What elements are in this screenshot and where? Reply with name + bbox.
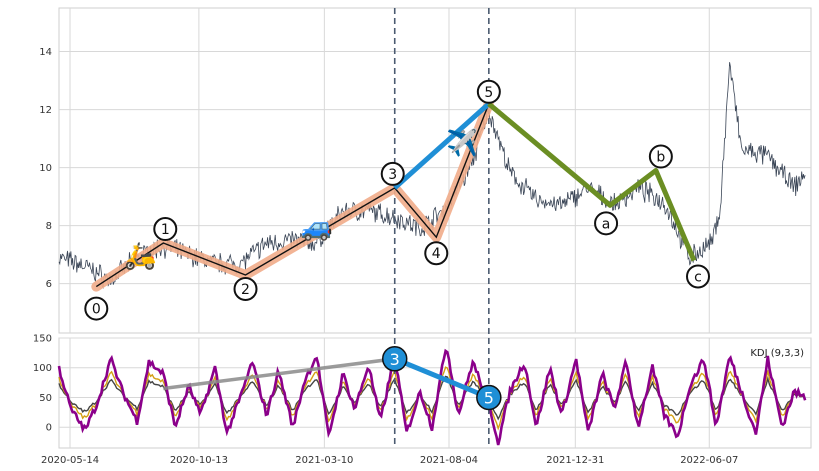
x-tick-label: 2021-12-31 <box>546 455 604 466</box>
kdj-series <box>57 348 807 446</box>
corrective-label-circle <box>594 211 619 236</box>
wave-label: 5 <box>484 85 493 101</box>
kdj-marker-circle <box>381 346 408 372</box>
kdj-divergence-line <box>163 357 395 391</box>
corrective-label: c <box>694 269 702 285</box>
wave-label: 1 <box>161 222 170 238</box>
wave-extension-line <box>393 101 491 190</box>
wave-overlays: 0 1 2 3 4 5 a b c 🛵 🚙 ✈️ 3 5 <box>84 8 711 448</box>
kdj-marker-label: 5 <box>484 388 494 407</box>
corrective-label: a <box>602 216 611 232</box>
grid-layer <box>59 8 811 448</box>
wave-label-circle <box>380 161 405 186</box>
x-tick-label: 2021-08-04 <box>420 455 478 466</box>
scooter-icon: 🛵 <box>124 242 156 272</box>
x-tick-label: 2020-05-14 <box>41 455 99 466</box>
price-y-tick-label: 6 <box>46 279 52 290</box>
x-tick-label: 2022-06-07 <box>680 455 738 466</box>
wave-label: 0 <box>92 302 101 318</box>
kdj-y-tick-label: 100 <box>33 363 52 374</box>
wave-label-circle <box>424 241 449 266</box>
car-icon: 🚙 <box>301 213 333 243</box>
kdj-panel-frame <box>58 337 812 449</box>
wave-label-circle <box>476 79 501 104</box>
price-y-tick-label: 14 <box>39 47 52 58</box>
corrective-label: b <box>656 150 665 166</box>
axis-labels: 2020-05-14 2020-10-13 2021-03-10 2021-08-04… <box>33 47 738 466</box>
corrective-label-circle <box>648 144 673 169</box>
kdj-y-tick-label: 50 <box>39 393 52 404</box>
corrective-wave-line <box>487 101 697 262</box>
kdj-j-line <box>57 348 807 446</box>
wave-label: 4 <box>432 246 441 262</box>
price-y-tick-label: 10 <box>39 163 52 174</box>
price-y-tick-label: 12 <box>39 105 52 116</box>
corrective-label-circle <box>686 264 711 289</box>
impulse-wave-line <box>95 103 490 288</box>
wave-label-circle <box>233 276 258 301</box>
kdj-y-tick-label: 150 <box>33 334 52 345</box>
kdj-label: KDJ (9,3,3) <box>750 348 804 359</box>
kdj-marker-label: 3 <box>390 350 400 369</box>
kdj-marker-circle <box>476 384 502 411</box>
wave-label: 2 <box>241 282 250 298</box>
price-panel-frame <box>58 7 812 334</box>
x-tick-label: 2020-10-13 <box>170 455 228 466</box>
plane-icon: ✈️ <box>446 126 478 158</box>
kdj-divergence-arrow <box>393 356 490 400</box>
wave-label: 3 <box>388 167 397 183</box>
x-tick-label: 2021-03-10 <box>295 455 353 466</box>
wave-label-circle <box>84 296 109 321</box>
kdj-y-tick-label: 0 <box>46 423 52 434</box>
price-y-tick-label: 8 <box>46 221 52 232</box>
wave-label-circle <box>153 217 178 242</box>
